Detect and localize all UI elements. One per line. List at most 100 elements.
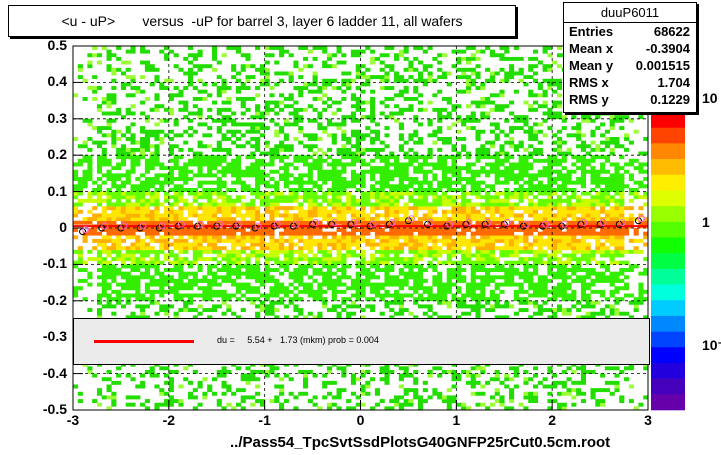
heatmap-cell — [441, 180, 448, 185]
heatmap-cell — [221, 246, 227, 251]
heatmap-cell — [135, 213, 141, 218]
heatmap-cell — [216, 231, 222, 236]
heatmap-cell — [494, 202, 500, 207]
heatmap-cell — [140, 380, 146, 385]
heatmap-cell — [73, 206, 79, 211]
heatmap-cell — [533, 271, 539, 276]
heatmap-cell — [394, 198, 400, 203]
heatmap-cell — [384, 64, 390, 69]
heatmap-cell — [432, 166, 438, 171]
heatmap-cell — [149, 260, 155, 265]
heatmap-cell — [235, 282, 242, 287]
heatmap-cell — [140, 195, 146, 200]
heatmap-cell — [96, 129, 103, 134]
heatmap-cell — [518, 195, 524, 200]
heatmap-cell — [403, 282, 409, 287]
heatmap-cell — [207, 126, 213, 131]
heatmap-cell — [489, 195, 495, 200]
heatmap-cell — [413, 395, 419, 400]
heatmap-cell — [398, 384, 404, 389]
heatmap-cell — [168, 166, 174, 171]
heatmap-cell — [192, 187, 198, 192]
heatmap-cell — [202, 377, 208, 382]
heatmap-cell — [188, 228, 194, 232]
heatmap-cell — [451, 198, 457, 203]
heatmap-cell — [542, 293, 548, 298]
heatmap-cell — [173, 93, 179, 98]
heatmap-cell — [384, 155, 390, 160]
heatmap-cell — [322, 209, 328, 214]
heatmap-cell — [370, 242, 376, 247]
heatmap-cell — [336, 213, 342, 218]
heatmap-cell — [207, 133, 213, 138]
heatmap-cell — [307, 282, 313, 287]
heatmap-cell — [489, 206, 495, 211]
heatmap-cell — [188, 308, 194, 313]
heatmap-cell — [384, 133, 390, 138]
heatmap-cell — [116, 231, 122, 236]
heatmap-cell — [427, 260, 433, 265]
heatmap-cell — [235, 228, 242, 232]
heatmap-cell — [341, 209, 347, 214]
heatmap-cell — [183, 286, 189, 291]
heatmap-cell — [489, 289, 495, 294]
heatmap-cell — [87, 308, 93, 313]
heatmap-cell — [322, 46, 328, 50]
heatmap-cell — [394, 231, 400, 236]
heatmap-cell — [331, 304, 337, 309]
heatmap-cell — [398, 169, 404, 174]
heatmap-cell — [92, 53, 98, 58]
heatmap-cell — [101, 147, 107, 152]
heatmap-cell — [418, 293, 424, 298]
heatmap-cell — [398, 184, 404, 189]
heatmap-cell — [331, 282, 337, 287]
heatmap-cell — [130, 315, 136, 320]
heatmap-cell — [226, 264, 232, 269]
heatmap-cell — [456, 187, 462, 192]
heatmap-cell — [437, 286, 443, 291]
heatmap-cell — [303, 187, 309, 192]
heatmap-cell — [159, 282, 165, 287]
heatmap-cell — [418, 166, 424, 171]
heatmap-cell — [346, 202, 352, 207]
heatmap-cell — [235, 177, 242, 181]
heatmap-cell — [130, 140, 136, 145]
heatmap-cell — [465, 286, 472, 291]
heatmap-cell — [154, 129, 160, 134]
heatmap-cell — [499, 264, 505, 269]
heatmap-cell — [168, 369, 174, 374]
heatmap-cell — [389, 115, 395, 120]
heatmap-cell — [183, 162, 189, 167]
heatmap-cell — [370, 282, 376, 287]
heatmap-cell — [350, 278, 357, 283]
heatmap-cell — [317, 213, 323, 218]
heatmap-cell — [317, 293, 323, 298]
heatmap-cell — [255, 231, 261, 236]
heatmap-cell — [456, 242, 462, 247]
heatmap-cell — [360, 133, 366, 138]
heatmap-cell — [231, 158, 237, 163]
heatmap-cell — [192, 155, 198, 160]
heatmap-cell — [355, 151, 361, 156]
heatmap-cell — [513, 260, 519, 265]
heatmap-cell — [274, 46, 280, 50]
heatmap-cell — [183, 260, 189, 265]
heatmap-cell — [92, 126, 98, 131]
heatmap-cell — [96, 275, 103, 280]
heatmap-cell — [422, 198, 428, 203]
heatmap-cell — [341, 308, 347, 313]
heatmap-cell — [504, 304, 510, 309]
heatmap-cell — [322, 253, 328, 258]
heatmap-cell — [389, 151, 395, 156]
heatmap-cell — [221, 195, 227, 200]
heatmap-cell — [384, 177, 390, 181]
heatmap-cell — [331, 297, 337, 302]
heatmap-cell — [149, 198, 155, 203]
heatmap-cell — [456, 115, 462, 120]
heatmap-cell — [547, 406, 553, 411]
heatmap-cell — [240, 180, 246, 185]
heatmap-cell — [489, 107, 495, 112]
heatmap-cell — [475, 242, 481, 247]
heatmap-cell — [552, 289, 558, 294]
heatmap-cell — [350, 115, 357, 120]
